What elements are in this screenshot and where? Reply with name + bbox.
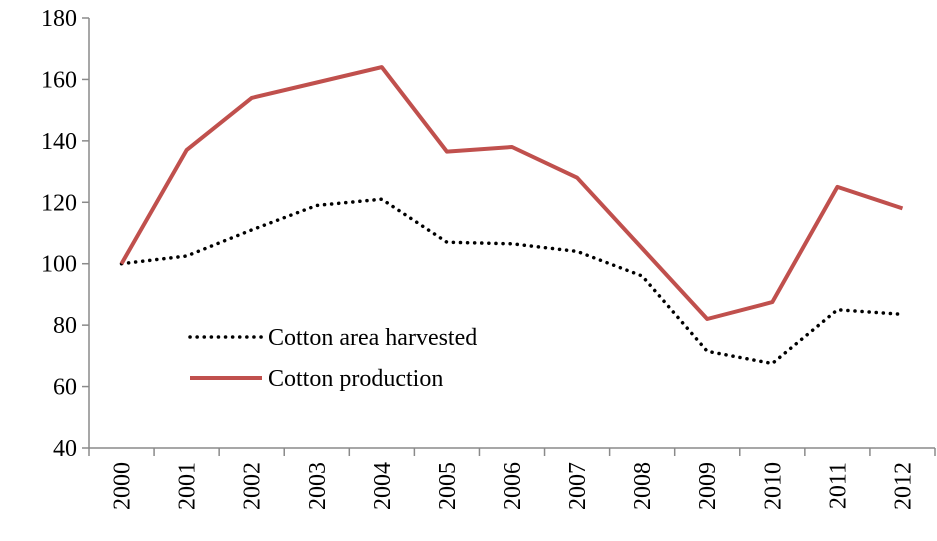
y-tick-label: 60 <box>53 375 77 401</box>
y-tick-label: 140 <box>41 129 77 155</box>
legend-label: Cotton area harvested <box>268 325 477 351</box>
x-tick-label: 2002 <box>240 462 266 510</box>
legend: Cotton area harvested Cotton production <box>188 325 477 392</box>
x-tick-label: 2003 <box>305 462 331 510</box>
series-line-cotton-area-harvested <box>119 197 905 366</box>
y-tick-label: 180 <box>41 6 77 32</box>
x-tick-label: 2012 <box>890 462 916 510</box>
series-layer <box>119 65 905 366</box>
x-tick-label: 2011 <box>825 462 851 509</box>
x-tick-label: 2007 <box>565 462 591 510</box>
y-tick-label: 80 <box>53 313 77 339</box>
y-tick-label: 160 <box>41 67 77 93</box>
y-tick-label: 120 <box>41 190 77 216</box>
y-tick-label: 40 <box>53 436 77 462</box>
series-line-cotton-production <box>119 65 904 321</box>
y-axis: 40 60 80 100 120 140 160 180 <box>41 6 90 462</box>
x-tick-label: 2009 <box>695 462 721 510</box>
x-tick-label: 2001 <box>175 462 201 510</box>
x-tick-label: 2005 <box>435 462 461 510</box>
legend-label: Cotton production <box>268 366 443 392</box>
x-axis: 2000 2001 2002 2003 2004 2005 2006 2007 2008 2009… <box>88 447 936 510</box>
x-tick-label: 2004 <box>370 462 396 510</box>
x-tick-label: 2010 <box>760 462 786 510</box>
x-tick-label: 2000 <box>110 462 136 510</box>
x-tick-label: 2008 <box>630 462 656 510</box>
y-tick-label: 100 <box>41 252 77 278</box>
x-tick-label: 2006 <box>500 462 526 510</box>
